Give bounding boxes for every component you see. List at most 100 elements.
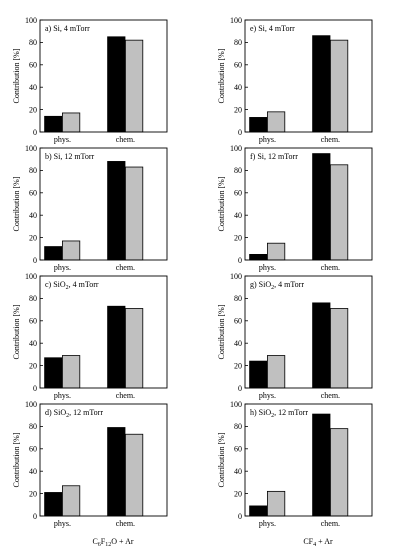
bar-chem-series-2 (329, 164, 349, 261)
chart-panel-3: 0 20 40 60 80 100 phys. chem. Contribution [%] c)… (12, 272, 168, 400)
y-tick-label: 20 (29, 233, 37, 242)
y-tick-label: 0 (238, 512, 242, 521)
panel-title: c) SiO2, 4 mTorr (45, 280, 99, 291)
y-tick-label: 40 (234, 467, 242, 476)
x-tick-label: phys. (259, 135, 276, 144)
y-tick-label: 80 (234, 294, 242, 303)
bar-phys-series-2 (62, 240, 81, 261)
panel-title: f) Si, 12 mTorr (250, 152, 298, 161)
bar-phys-series-2 (266, 490, 286, 517)
y-axis-label: Contribution [%] (12, 48, 21, 103)
panel-title-rest: , 12 mTorr (274, 408, 308, 417)
x-tick-label: phys. (54, 135, 71, 144)
panel-title: h) SiO2, 12 mTorr (250, 408, 308, 419)
bottom-label-left-sub1: 6 (98, 542, 101, 548)
panel-title-rest: , 4 mTorr (69, 280, 99, 289)
x-tick-label: chem. (116, 391, 135, 400)
bar-phys-series-1 (44, 492, 63, 517)
x-tick-label: chem. (321, 135, 340, 144)
y-tick-label: 100 (25, 144, 37, 153)
bottom-label-left: C6F12O + Ar (92, 537, 133, 548)
chart-panel-4: 0 20 40 60 80 100 phys. chem. Contribution [%] d)… (12, 400, 168, 528)
y-tick-label: 0 (238, 256, 242, 265)
chart-panel-6: 0 20 40 60 80 100 phys. chem. Contribution [%] f)… (217, 144, 373, 272)
panel-title-rest: , 12 mTorr (69, 408, 103, 417)
y-tick-label: 100 (230, 16, 242, 25)
y-axis-label: Contribution [%] (217, 304, 226, 359)
y-tick-label: 80 (29, 294, 37, 303)
panel-title-main: a) Si, 4 mTorr (45, 24, 90, 33)
bar-phys-series-1 (44, 246, 63, 261)
x-tick-label: chem. (321, 391, 340, 400)
panel-title-main: e) Si, 4 mTorr (250, 24, 295, 33)
bar-phys-series-1 (44, 357, 63, 389)
chart-panel-8: 0 20 40 60 80 100 phys. chem. Contribution [%] h)… (217, 400, 373, 528)
bar-phys-series-1 (249, 253, 268, 261)
panel-title-subscript: 2 (66, 413, 69, 419)
x-tick-label: phys. (259, 391, 276, 400)
plot-frame (244, 19, 373, 133)
panel-title-subscript: 2 (271, 413, 274, 419)
bar-chem-series-1 (107, 36, 126, 133)
y-tick-label: 0 (238, 384, 242, 393)
y-tick-label: 0 (238, 128, 242, 137)
y-tick-label: 40 (234, 339, 242, 348)
panel-title-main: f) Si, 12 mTorr (250, 152, 298, 161)
y-tick-label: 100 (25, 400, 37, 409)
bar-chem-series-1 (312, 302, 331, 389)
y-tick-label: 60 (234, 61, 242, 70)
y-tick-label: 20 (29, 361, 37, 370)
panel-title-main: h) SiO (250, 408, 271, 417)
y-tick-label: 100 (230, 144, 242, 153)
panel-title-main: c) SiO (45, 280, 66, 289)
bar-chem-series-2 (125, 308, 144, 389)
bottom-label-right-prefix: CF (303, 537, 313, 546)
bar-phys-series-1 (249, 360, 268, 389)
bar-phys-series-2 (266, 355, 286, 389)
y-tick-label: 80 (29, 422, 37, 431)
panel-title-main: g) SiO (250, 280, 271, 289)
x-tick-label: phys. (54, 391, 71, 400)
y-axis-label: Contribution [%] (217, 48, 226, 103)
plot-frame (39, 275, 168, 389)
bar-phys-series-1 (249, 117, 268, 133)
bar-chem-series-2 (125, 39, 144, 133)
y-tick-label: 100 (230, 272, 242, 281)
y-tick-label: 80 (234, 38, 242, 47)
y-tick-label: 20 (29, 489, 37, 498)
panel-title: g) SiO2, 4 mTorr (250, 280, 304, 291)
panel-title: e) Si, 4 mTorr (250, 24, 295, 33)
panel-title-main: d) SiO (45, 408, 66, 417)
bar-phys-series-1 (44, 115, 63, 133)
bar-chem-series-2 (329, 308, 349, 389)
chart-panel-7: 0 20 40 60 80 100 phys. chem. Contribution [%] g)… (217, 272, 373, 400)
y-tick-label: 60 (29, 445, 37, 454)
y-tick-label: 20 (29, 105, 37, 114)
panel-title: b) Si, 12 mTorr (45, 152, 95, 161)
y-tick-label: 100 (230, 400, 242, 409)
x-tick-label: chem. (116, 263, 135, 272)
bar-chem-series-2 (125, 166, 144, 261)
y-tick-label: 40 (29, 467, 37, 476)
y-axis-label: Contribution [%] (12, 432, 21, 487)
x-tick-label: phys. (259, 519, 276, 528)
bar-chem-series-2 (125, 433, 144, 517)
y-tick-label: 0 (33, 384, 37, 393)
bar-phys-series-2 (266, 111, 286, 133)
plot-frame (244, 403, 373, 517)
y-tick-label: 80 (29, 38, 37, 47)
y-tick-label: 60 (234, 189, 242, 198)
panel-title-subscript: 2 (271, 285, 274, 291)
bar-phys-series-1 (249, 505, 268, 517)
y-tick-label: 20 (234, 105, 242, 114)
y-tick-label: 20 (234, 361, 242, 370)
bar-chem-series-1 (107, 305, 126, 389)
y-tick-label: 60 (29, 317, 37, 326)
y-tick-label: 40 (234, 211, 242, 220)
y-axis-label: Contribution [%] (12, 304, 21, 359)
x-tick-label: chem. (321, 263, 340, 272)
y-axis-label: Contribution [%] (217, 176, 226, 231)
panel-title-main: b) Si, 12 mTorr (45, 152, 95, 161)
bar-phys-series-2 (62, 485, 81, 517)
panel-title: d) SiO2, 12 mTorr (45, 408, 103, 419)
